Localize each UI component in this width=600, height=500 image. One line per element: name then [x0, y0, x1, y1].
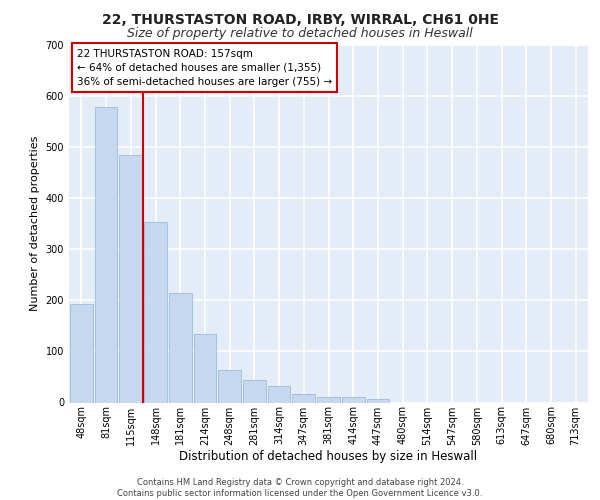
- Bar: [367, 399, 389, 402]
- Y-axis label: Number of detached properties: Number of detached properties: [30, 136, 40, 312]
- Bar: [119, 156, 142, 402]
- Bar: [95, 108, 118, 403]
- Bar: [70, 304, 93, 402]
- Bar: [292, 394, 315, 402]
- Bar: [268, 386, 290, 402]
- Text: 22 THURSTASTON ROAD: 157sqm
← 64% of detached houses are smaller (1,355)
36% of : 22 THURSTASTON ROAD: 157sqm ← 64% of det…: [77, 48, 332, 86]
- Text: Size of property relative to detached houses in Heswall: Size of property relative to detached ho…: [127, 28, 473, 40]
- Bar: [194, 334, 216, 402]
- Bar: [144, 222, 167, 402]
- Bar: [317, 397, 340, 402]
- Bar: [218, 370, 241, 402]
- X-axis label: Distribution of detached houses by size in Heswall: Distribution of detached houses by size …: [179, 450, 478, 463]
- Text: Contains HM Land Registry data © Crown copyright and database right 2024.
Contai: Contains HM Land Registry data © Crown c…: [118, 478, 482, 498]
- Bar: [342, 397, 365, 402]
- Bar: [243, 380, 266, 402]
- Text: 22, THURSTASTON ROAD, IRBY, WIRRAL, CH61 0HE: 22, THURSTASTON ROAD, IRBY, WIRRAL, CH61…: [101, 12, 499, 26]
- Bar: [169, 292, 191, 403]
